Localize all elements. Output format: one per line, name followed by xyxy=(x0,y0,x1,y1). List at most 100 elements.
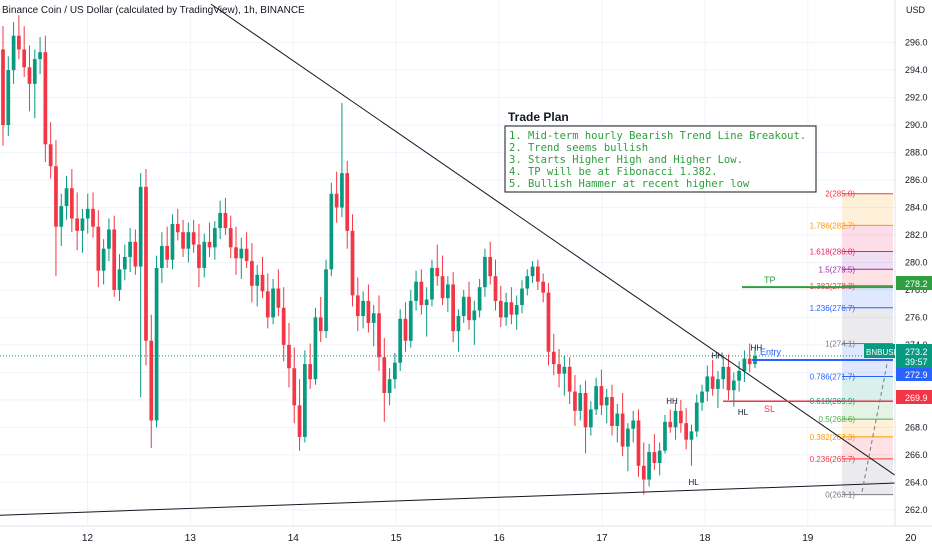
candle-body xyxy=(408,300,413,341)
candle-body xyxy=(48,144,53,167)
candle-body xyxy=(318,317,323,332)
time-tick-label: 19 xyxy=(802,533,814,544)
candle-body xyxy=(297,405,302,437)
candle-body xyxy=(133,241,138,267)
trend-lines[interactable] xyxy=(0,3,916,516)
candle-body xyxy=(250,261,254,286)
candle-body xyxy=(652,452,657,464)
fib-level-label: 1.236(276.7) xyxy=(810,304,856,313)
candle-body xyxy=(456,316,461,332)
trade-plan-box[interactable] xyxy=(504,125,817,193)
fib-level-label: 0(263.1) xyxy=(825,491,855,500)
candle-body xyxy=(223,212,228,229)
candle-body xyxy=(440,276,445,299)
candle-body xyxy=(313,317,318,380)
trade-plan-line: 4. TP will be at Fibonacci 1.382. xyxy=(509,166,718,178)
candle-body xyxy=(679,410,683,424)
price-tick-label: 284.0 xyxy=(905,202,928,212)
last-price-value: 273.2 xyxy=(905,347,928,357)
candle-body xyxy=(191,232,196,245)
fibonacci-labels: 2(285.0) 1.786(282.7) 1.618(280.8) 1.5(279.… xyxy=(810,190,856,500)
candle-body xyxy=(197,244,201,268)
countdown-value: 39:57 xyxy=(905,357,928,367)
price-axis-background xyxy=(895,0,932,550)
swing-label: HH xyxy=(751,343,763,352)
time-axis-ticks[interactable]: 12 13 14 15 16 17 18 19 20 xyxy=(82,533,917,544)
time-tick-label: 20 xyxy=(905,533,917,544)
fib-level-label: 2(285.0) xyxy=(825,190,855,199)
candle-body xyxy=(186,232,191,249)
candle-body xyxy=(647,452,651,480)
candle-body xyxy=(684,423,689,440)
candle-body xyxy=(588,409,593,428)
candle-body xyxy=(75,218,79,231)
trade-plan-line: 2. Trend seems bullish xyxy=(509,142,648,154)
candle-body xyxy=(128,241,132,257)
candle-body xyxy=(694,402,699,432)
candle-body xyxy=(371,313,376,323)
candles xyxy=(1,15,757,495)
candle-body xyxy=(716,379,720,389)
candle-body xyxy=(551,351,556,365)
candle-body xyxy=(419,281,424,306)
price-tick-label: 266.0 xyxy=(905,450,928,460)
candle-body xyxy=(430,267,434,300)
candle-body xyxy=(620,413,625,447)
candle-body xyxy=(557,364,561,374)
tp-price-tag: 278.2 xyxy=(896,276,932,290)
fib-level-label: 1.5(279.5) xyxy=(819,265,856,274)
candle-body xyxy=(583,392,588,428)
sl-price-value: 269.9 xyxy=(905,393,928,403)
candle-body xyxy=(710,376,715,389)
candle-body xyxy=(721,366,726,380)
candle-body xyxy=(85,208,90,219)
trade-plan-lines: 1. Mid-term hourly Bearish Trend Line Br… xyxy=(509,130,806,190)
candle-body xyxy=(260,274,265,292)
candle-body xyxy=(382,357,387,393)
candle-body xyxy=(17,35,21,50)
time-tick-label: 18 xyxy=(699,533,711,544)
fib-band xyxy=(842,285,893,308)
candle-body xyxy=(324,269,328,332)
candle-body xyxy=(377,313,381,358)
candle-body xyxy=(212,228,217,248)
candle-body xyxy=(122,256,127,270)
entry-label: Entry xyxy=(760,347,782,357)
fib-level-label: 0.382(267.3) xyxy=(810,433,856,442)
price-tick-label: 268.0 xyxy=(905,422,928,432)
fib-level-label: 0.5(268.6) xyxy=(819,415,856,424)
swing-label: HL xyxy=(738,408,749,417)
fib-band xyxy=(842,225,893,252)
candle-body xyxy=(567,366,572,392)
fib-level-label: 1.618(280.8) xyxy=(810,247,856,256)
trend-line-support xyxy=(0,481,916,516)
price-tick-label: 262.0 xyxy=(905,505,928,515)
entry-price-tag: 272.9 xyxy=(896,368,932,381)
price-tick-label: 282.0 xyxy=(905,230,928,240)
fib-level-label: 0.786(271.7) xyxy=(810,372,856,381)
swing-labels: HH HH HH HL HL xyxy=(666,343,762,487)
last-price-tag: 273.2 39:57 xyxy=(896,344,932,368)
gridlines xyxy=(0,0,912,526)
candle-body xyxy=(705,376,710,392)
candle-body xyxy=(38,52,42,60)
candle-body xyxy=(96,226,101,271)
fib-band xyxy=(842,436,893,459)
candle-body xyxy=(657,450,662,464)
candle-body xyxy=(673,410,678,428)
time-tick-label: 15 xyxy=(391,533,403,544)
candle-body xyxy=(91,208,95,227)
candle-body xyxy=(488,256,493,277)
candle-body xyxy=(610,397,614,426)
trade-plan-line: 5. Bullish Hammer at recent higher low xyxy=(509,178,750,190)
candle-body xyxy=(520,288,524,306)
trend-line-bearish xyxy=(210,3,896,476)
time-axis-background xyxy=(0,526,932,550)
candle-body xyxy=(387,379,392,393)
candle-body xyxy=(731,380,736,391)
time-tick-label: 12 xyxy=(82,533,94,544)
tp-price-tag-background xyxy=(896,276,932,290)
candle-body xyxy=(181,232,185,249)
